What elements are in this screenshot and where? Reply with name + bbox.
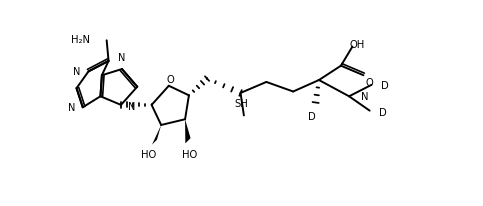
Text: O: O — [366, 78, 373, 88]
Text: D: D — [379, 108, 387, 117]
Text: H₂N: H₂N — [71, 35, 90, 45]
Polygon shape — [185, 120, 191, 144]
Text: HO: HO — [182, 149, 198, 159]
Text: N: N — [128, 101, 136, 111]
Text: SH: SH — [235, 98, 248, 108]
Text: D: D — [381, 80, 389, 90]
Text: N: N — [118, 53, 126, 63]
Text: N: N — [361, 92, 369, 102]
Text: D: D — [308, 112, 316, 122]
Text: N: N — [73, 67, 81, 77]
Polygon shape — [152, 125, 161, 145]
Text: OH: OH — [350, 40, 365, 49]
Text: O: O — [167, 75, 175, 85]
Text: N: N — [68, 103, 75, 113]
Text: HO: HO — [141, 149, 156, 159]
